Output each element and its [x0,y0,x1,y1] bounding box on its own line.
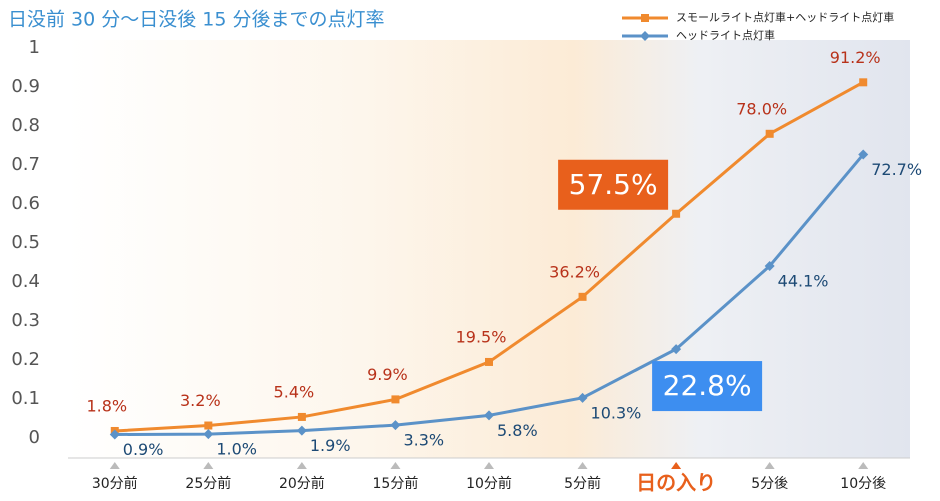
marker [109,429,120,440]
x-tick-marker [484,462,494,469]
marker [858,149,869,160]
data-label: 3.3% [403,431,444,450]
y-tick-label: 0.9 [11,76,40,97]
y-tick-label: 0.7 [11,154,40,175]
data-label: 1.9% [310,436,351,455]
data-label: 36.2% [549,262,600,281]
callout-label: 57.5% [569,168,658,201]
data-label: 5.8% [497,421,538,440]
x-tick-marker [577,462,588,469]
x-tick-label: 20分前 [279,475,325,492]
marker [484,410,494,421]
x-tick-label: 10分前 [466,475,512,492]
x-tick-marker [858,462,869,469]
legend-marker [641,14,649,22]
callout-box [558,159,669,210]
marker [204,421,213,430]
data-label: 5.4% [274,382,315,401]
data-label: 19.5% [456,327,507,346]
data-label: 91.2% [830,48,881,67]
marker [390,420,401,431]
chart-title: 日没前 30 分〜日没後 15 分後までの点灯率 [8,9,385,31]
marker [391,395,400,404]
data-label: 10.3% [591,403,642,422]
callout-label: 22.8% [663,369,752,402]
data-label: 44.1% [778,272,829,291]
x-tick-marker [296,462,307,469]
x-tick-marker [203,462,214,469]
data-label: 9.9% [367,365,408,384]
x-tick-marker [671,462,682,469]
x-tick-label: 5分後 [751,476,788,492]
x-tick-marker [109,462,120,469]
y-tick-label: 1 [29,37,40,58]
marker [578,292,587,301]
data-label: 72.7% [871,160,922,179]
legend-label: ヘッドライト点灯車 [676,28,775,42]
x-tick-label: 25分前 [185,475,231,492]
callout-box [652,361,763,412]
x-tick-marker [764,462,775,469]
x-tick-label: 10分後 [840,476,886,492]
x-tick-label: 15分前 [373,475,419,492]
marker [765,129,774,138]
x-tick-marker [390,462,401,469]
y-tick-label: 0.8 [11,115,40,136]
marker [672,209,681,218]
x-tick-label: 日の入り [636,471,716,495]
y-tick-label: 0 [29,427,40,448]
y-tick-label: 0.5 [11,232,40,253]
marker [297,412,306,421]
marker [764,261,775,272]
x-tick-label: 30分前 [92,475,138,492]
data-label: 3.2% [180,391,221,410]
marker [671,344,682,355]
marker [296,425,307,436]
marker [577,392,588,403]
legend-marker [640,31,650,41]
y-tick-label: 0.1 [11,388,40,409]
data-label: 1.8% [86,396,127,415]
marker [203,429,214,440]
y-tick-label: 0.3 [11,310,40,331]
marker [485,357,493,366]
data-label: 78.0% [736,99,787,118]
data-label: 1.0% [216,440,257,459]
data-label: 0.9% [123,440,164,459]
y-tick-label: 0.4 [11,271,40,292]
plot-background [68,40,910,458]
y-tick-label: 0.2 [11,349,40,370]
y-tick-label: 0.6 [11,193,40,214]
marker [859,78,868,87]
legend-label: スモールライト点灯車+ヘッドライト点灯車 [676,10,894,24]
x-tick-label: 5分前 [564,475,601,492]
